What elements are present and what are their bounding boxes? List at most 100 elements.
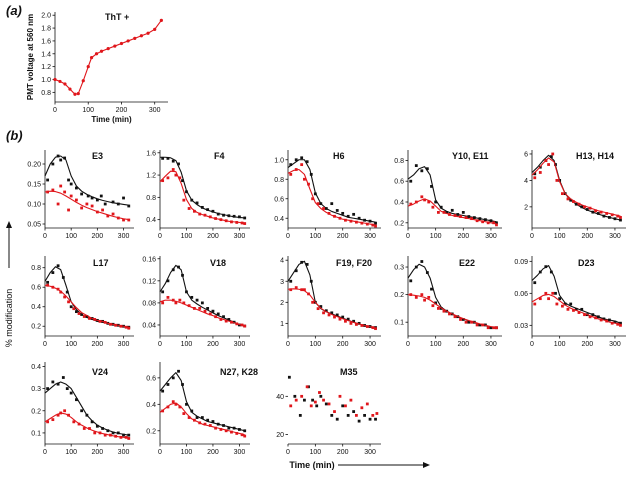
data-point-red [547, 163, 550, 166]
data-point-red [354, 323, 358, 326]
data-point-black [425, 271, 429, 274]
data-point-red [161, 301, 165, 305]
data-point-black [563, 302, 567, 306]
data-point-black [478, 217, 482, 221]
data-point-black [51, 380, 55, 384]
data-point-red [161, 179, 165, 183]
data-point-red [198, 212, 202, 216]
chart-h13-h14: 0 100 200 300 2 4 6 H13, H14 [524, 150, 626, 240]
data-point-black [352, 410, 356, 413]
data-point-red [371, 413, 375, 417]
data-point-black [461, 211, 465, 214]
data-point-red [311, 300, 315, 304]
data-point-black [127, 204, 131, 208]
data-point-red [588, 206, 592, 210]
data-point-red [93, 318, 97, 321]
y-tick-label: 0.04 [142, 322, 156, 329]
data-point-red [51, 188, 55, 192]
data-point-red [303, 177, 306, 181]
data-point-black [232, 214, 236, 218]
data-point-red [427, 200, 431, 204]
data-point-black [75, 310, 78, 314]
data-point-red [69, 194, 73, 198]
data-point-black [311, 398, 315, 402]
x-tick-label: 0 [406, 341, 410, 348]
data-point-red [103, 433, 107, 437]
data-point-red [99, 49, 104, 53]
data-point-red [420, 195, 424, 199]
data-point-red [193, 307, 196, 310]
data-point-red [551, 291, 555, 295]
data-point-red [423, 298, 426, 302]
data-point-red [294, 398, 298, 402]
x-tick-label: 300 [118, 233, 130, 240]
data-point-red [219, 218, 223, 222]
data-point-black [185, 402, 188, 406]
y-tick-label: 0.2 [394, 292, 404, 299]
fit-curve-black [160, 156, 245, 219]
x-tick-label: 200 [92, 341, 104, 348]
data-point-red [365, 402, 369, 406]
data-point-black [414, 164, 418, 167]
data-point-red [208, 215, 212, 219]
data-point-black [484, 218, 487, 222]
x-tick-label: 200 [207, 449, 219, 456]
x-tick-label: 200 [207, 341, 219, 348]
data-point-black [56, 264, 60, 268]
x-tick-label: 100 [181, 233, 193, 240]
chart-title: V18 [210, 258, 226, 268]
data-point-red [166, 176, 170, 180]
data-point-black [330, 311, 334, 315]
data-point-red [349, 398, 353, 402]
data-point-red [538, 297, 542, 301]
chart-title: Y10, E11 [452, 151, 489, 161]
data-point-black [319, 305, 323, 308]
data-point-red [333, 315, 336, 319]
data-point-black [200, 301, 204, 305]
data-point-red [619, 323, 622, 327]
data-point-black [195, 416, 199, 419]
data-point-black [309, 279, 313, 283]
data-point-red [616, 322, 620, 326]
data-point-red [77, 422, 81, 426]
data-point-red [464, 320, 468, 324]
fit-curve-red [44, 412, 129, 439]
data-point-red [333, 410, 336, 413]
data-point-black [591, 313, 595, 317]
chart-title: L17 [93, 258, 109, 268]
data-point-red [300, 394, 304, 398]
data-point-black [181, 383, 184, 386]
x-tick-label: 100 [310, 449, 322, 456]
data-point-black [324, 309, 328, 313]
data-point-black [293, 394, 297, 398]
data-point-black [319, 202, 323, 206]
y-axis-label: PMT voltage at 560 nm [26, 14, 35, 100]
data-point-black [602, 317, 606, 321]
y-tick-label: 2 [280, 300, 284, 307]
chart-title: H13, H14 [576, 151, 614, 161]
data-point-red [187, 304, 191, 308]
data-point-black [95, 424, 99, 428]
data-point-red [409, 293, 413, 297]
data-point-red [481, 323, 485, 327]
y-tick-label: 0.2 [146, 428, 156, 435]
data-point-black [467, 215, 471, 218]
data-point-black [538, 270, 542, 274]
data-point-red [371, 326, 375, 329]
data-point-red [294, 168, 298, 171]
data-point-red [58, 79, 62, 84]
data-point-red [171, 400, 175, 404]
data-point-black [602, 214, 606, 218]
data-point-black [116, 431, 120, 435]
data-point-black [232, 426, 236, 430]
data-point-red [51, 418, 55, 422]
data-point-red [240, 221, 244, 225]
fit-curve-red [159, 170, 245, 224]
data-point-black [222, 213, 225, 217]
data-point-red [427, 295, 431, 299]
data-point-red [224, 429, 228, 433]
data-point-red [46, 283, 50, 287]
y-tick-label: 3 [280, 279, 284, 286]
data-point-red [230, 430, 233, 434]
data-point-black [608, 318, 611, 322]
